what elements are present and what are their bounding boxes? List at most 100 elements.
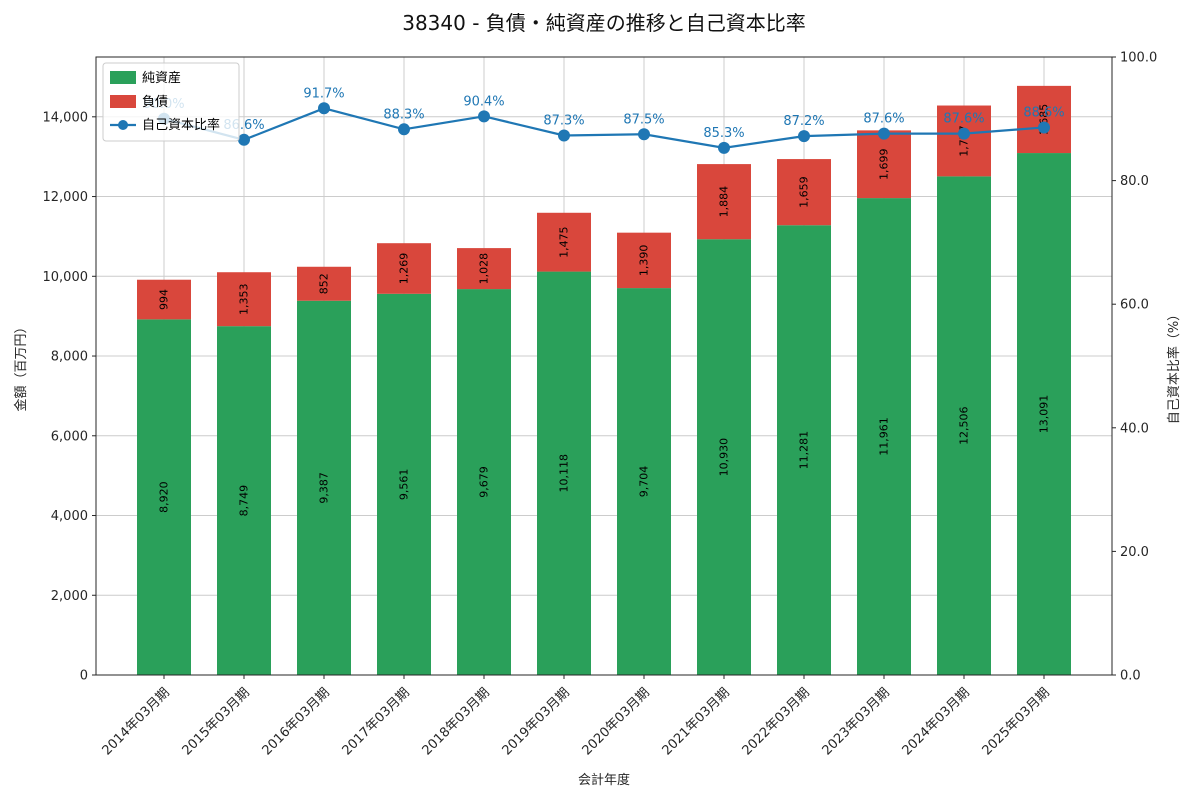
equity-ratio-label: 87.6% [943, 112, 984, 127]
x-axis-tick-label: 2015年03月期 [180, 685, 253, 758]
bar-label-net-assets: 11,961 [878, 417, 891, 456]
bar-liabilities[interactable] [537, 212, 591, 272]
x-axis-tick-label: 2024年03月期 [900, 685, 973, 758]
bar-label-net-assets: 12,506 [958, 406, 971, 445]
x-axis-tick-label: 2019年03月期 [500, 685, 573, 758]
x-axis-tick-label: 2022年03月期 [740, 685, 813, 758]
bar-net-assets[interactable] [1017, 153, 1071, 675]
bar-label-net-assets: 8,920 [158, 481, 171, 513]
legend-marker-equity-ratio [118, 120, 128, 130]
bar-net-assets[interactable] [377, 293, 431, 675]
equity-ratio-marker[interactable] [878, 127, 890, 140]
legend-label-equity-ratio[interactable]: 自己資本比率 [142, 117, 220, 133]
bar-liabilities[interactable] [457, 248, 511, 290]
bar-label-net-assets: 11,281 [798, 431, 811, 470]
bar-label-net-assets: 8,749 [238, 485, 251, 517]
right-axis-tick-label: 100.0 [1120, 51, 1157, 66]
left-axis-tick-label: 12,000 [43, 190, 89, 205]
x-axis-tick-label: 2016年03月期 [260, 685, 333, 758]
equity-ratio-label: 91.7% [303, 86, 344, 101]
bar-liabilities[interactable] [297, 266, 351, 301]
left-axis-tick-label: 4,000 [51, 509, 88, 524]
equity-ratio-marker[interactable] [718, 141, 730, 154]
bar-label-liabilities: 1,390 [638, 245, 651, 277]
x-axis-tick-label: 2014年03月期 [100, 685, 173, 758]
right-axis-tick-label: 0.0 [1120, 669, 1141, 684]
chart-title: 38340 - 負債・純資産の推移と自己資本比率 [402, 11, 806, 35]
equity-ratio-label: 88.6% [1023, 105, 1064, 120]
equity-ratio-marker[interactable] [958, 127, 970, 140]
equity-ratio-label: 87.6% [863, 112, 904, 127]
equity-ratio-marker[interactable] [478, 110, 490, 123]
bar-label-liabilities: 1,028 [478, 253, 491, 285]
bar-label-net-assets: 10,930 [718, 438, 731, 477]
equity-ratio-marker[interactable] [558, 129, 570, 142]
bar-label-liabilities: 1,659 [798, 176, 811, 208]
bar-liabilities[interactable] [617, 232, 671, 289]
left-axis-title: 金額（百万円） [13, 320, 29, 411]
legend-label-net-assets[interactable]: 純資産 [142, 70, 181, 86]
bar-liabilities[interactable] [377, 243, 431, 294]
equity-ratio-marker[interactable] [238, 133, 250, 146]
bar-net-assets[interactable] [937, 176, 991, 676]
right-axis-tick-label: 60.0 [1120, 298, 1149, 313]
bar-liabilities[interactable] [857, 130, 911, 199]
bar-label-liabilities: 1,353 [238, 283, 251, 315]
equity-ratio-label: 85.3% [703, 126, 744, 141]
bar-label-liabilities: 1,269 [398, 253, 411, 285]
plot-border [95, 56, 1113, 676]
left-axis-tick-label: 6,000 [51, 429, 88, 444]
equity-ratio-marker[interactable] [398, 123, 410, 136]
left-axis-tick-label: 14,000 [43, 110, 89, 125]
bar-net-assets[interactable] [857, 198, 911, 676]
bar-net-assets[interactable] [217, 326, 271, 675]
bar-liabilities[interactable] [137, 279, 191, 320]
bar-net-assets[interactable] [777, 225, 831, 675]
equity-ratio-marker[interactable] [798, 130, 810, 143]
bar-label-liabilities: 1,475 [558, 226, 571, 258]
equity-ratio-marker[interactable] [638, 128, 650, 141]
bar-label-net-assets: 9,704 [638, 466, 651, 498]
bar-label-net-assets: 9,387 [318, 472, 331, 504]
equity-ratio-label: 87.5% [623, 112, 664, 127]
x-axis-tick-label: 2021年03月期 [660, 685, 733, 758]
bar-liabilities[interactable] [937, 105, 991, 177]
right-axis-tick-label: 80.0 [1120, 174, 1149, 189]
legend-box [102, 62, 240, 142]
x-axis-tick-label: 2023年03月期 [820, 685, 893, 758]
equity-ratio-marker[interactable] [1038, 121, 1050, 134]
x-axis-tick-label: 2020年03月期 [580, 685, 653, 758]
bar-label-liabilities: 1,699 [878, 148, 891, 180]
x-axis-tick-label: 2018年03月期 [420, 685, 493, 758]
bar-net-assets[interactable] [297, 300, 351, 675]
bar-net-assets[interactable] [697, 239, 751, 675]
bar-label-net-assets: 9,679 [478, 466, 491, 498]
bar-net-assets[interactable] [137, 319, 191, 675]
bar-net-assets[interactable] [617, 288, 671, 675]
x-axis-tick-label: 2017年03月期 [340, 685, 413, 758]
left-axis-tick-label: 8,000 [51, 350, 88, 365]
bar-net-assets[interactable] [537, 271, 591, 675]
left-axis-tick-label: 0 [80, 669, 88, 684]
bar-label-liabilities: 1,884 [718, 186, 731, 218]
bar-net-assets[interactable] [457, 289, 511, 675]
bar-liabilities[interactable] [217, 272, 271, 327]
equity-ratio-label: 87.3% [543, 113, 584, 128]
right-axis-tick-label: 20.0 [1120, 545, 1149, 560]
bar-liabilities[interactable] [697, 164, 751, 240]
left-axis-tick-label: 10,000 [43, 270, 89, 285]
right-axis-tick-label: 40.0 [1120, 421, 1149, 436]
equity-ratio-label: 90.4% [463, 94, 504, 109]
right-axis-title: 自己資本比率（%） [1166, 308, 1182, 424]
bar-label-liabilities: 994 [158, 289, 171, 310]
bar-liabilities[interactable] [1017, 85, 1071, 154]
legend-label-liabilities[interactable]: 負債 [142, 95, 168, 110]
equity-ratio-line [163, 107, 1045, 149]
bar-liabilities[interactable] [777, 159, 831, 226]
bar-label-net-assets: 9,561 [398, 469, 411, 501]
equity-ratio-marker[interactable] [318, 102, 330, 115]
x-axis-tick-label: 2025年03月期 [980, 685, 1053, 758]
legend-swatch-liabilities [110, 95, 136, 108]
